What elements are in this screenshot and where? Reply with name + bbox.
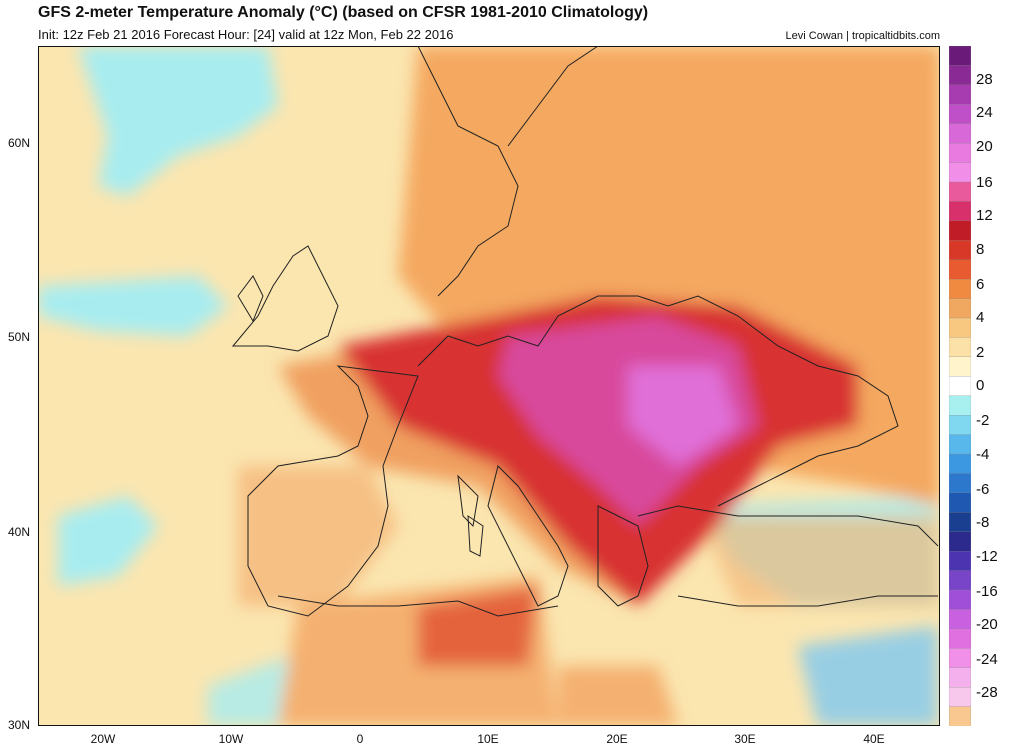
- lon-label-10e: 10E: [477, 732, 499, 746]
- colorbar-label: -6: [976, 481, 990, 498]
- colorbar-label: 4: [976, 309, 985, 326]
- temperature-anomaly-map: [38, 46, 940, 726]
- credit-text: Levi Cowan | tropicaltidbits.com: [785, 30, 940, 42]
- colorbar-swatch: [949, 84, 971, 105]
- colorbar-label: -16: [976, 583, 998, 600]
- colorbar-label: -24: [976, 651, 998, 668]
- colorbar-label: 0: [976, 377, 985, 394]
- colorbar-swatch: [949, 220, 971, 241]
- colorbar-swatch: [949, 570, 971, 591]
- colorbar-label: 8: [976, 241, 985, 258]
- colorbar-label: 16: [976, 174, 993, 191]
- colorbar-swatch: [949, 648, 971, 669]
- colorbar-swatch: [949, 686, 971, 708]
- colorbar-swatch: [949, 317, 971, 339]
- colorbar-swatch: [949, 298, 971, 319]
- lon-label-0: 0: [356, 732, 364, 746]
- anomaly-field: [38, 46, 940, 726]
- colorbar-swatch: [949, 414, 971, 436]
- colorbar-swatch: [949, 259, 971, 280]
- colorbar-swatch: [949, 240, 971, 261]
- colorbar-swatch: [949, 706, 971, 726]
- colorbar-label: -28: [976, 684, 998, 701]
- lat-label-40n: 40N: [8, 525, 31, 539]
- map-title: GFS 2-meter Temperature Anomaly (°C) (ba…: [38, 4, 649, 21]
- colorbar-label: 12: [976, 207, 993, 224]
- colorbar-swatch: [949, 181, 971, 203]
- colorbar-label: -8: [976, 514, 990, 531]
- colorbar-swatch: [949, 278, 971, 300]
- colorbar-swatch: [949, 142, 971, 164]
- colorbar-swatch: [949, 492, 971, 513]
- colorbar-label: 28: [976, 71, 993, 88]
- colorbar-swatch: [949, 550, 971, 572]
- coastlines: [231, 46, 939, 617]
- colorbar-label: 24: [976, 104, 993, 121]
- colorbar-swatch: [949, 376, 971, 397]
- colorbar-label: -4: [976, 446, 990, 463]
- colorbar-swatch: [949, 395, 971, 416]
- colorbar-swatch: [949, 65, 971, 86]
- colorbar-label: -12: [976, 548, 998, 565]
- colorbar-label: -20: [976, 616, 998, 633]
- colorbar-swatch: [949, 104, 971, 125]
- lon-label-20e: 20E: [606, 732, 628, 746]
- colorbar-swatch: [949, 628, 971, 649]
- colorbar-swatch: [949, 434, 971, 455]
- colorbar-swatch: [949, 667, 971, 688]
- lat-label-30n: 30N: [8, 718, 31, 732]
- colorbar-swatch: [949, 201, 971, 222]
- colorbar-swatch: [949, 609, 971, 630]
- colorbar-swatch: [949, 531, 971, 552]
- colorbar-swatch: [949, 356, 971, 377]
- lon-label-10w: 10W: [218, 732, 244, 746]
- colorbar: [949, 46, 971, 726]
- lon-label-40e: 40E: [863, 732, 885, 746]
- colorbar-swatch: [949, 337, 971, 358]
- colorbar-swatch: [949, 473, 971, 494]
- colorbar-swatch: [949, 453, 971, 475]
- colorbar-label: 20: [976, 138, 993, 155]
- lon-label-30e: 30E: [734, 732, 756, 746]
- map-subtitle: Init: 12z Feb 21 2016 Forecast Hour: [24…: [38, 27, 454, 42]
- colorbar-label: 6: [976, 276, 985, 293]
- colorbar-swatch: [949, 162, 971, 183]
- lat-label-60n: 60N: [8, 136, 31, 150]
- colorbar-label: 2: [976, 344, 985, 361]
- map-frame: [38, 46, 940, 726]
- lon-label-20w: 20W: [90, 732, 116, 746]
- colorbar-swatch: [949, 46, 971, 67]
- colorbar-swatch: [949, 589, 971, 611]
- lat-label-50n: 50N: [8, 330, 31, 344]
- colorbar-swatch: [949, 123, 971, 144]
- colorbar-swatch: [949, 512, 971, 533]
- colorbar-label: -2: [976, 412, 990, 429]
